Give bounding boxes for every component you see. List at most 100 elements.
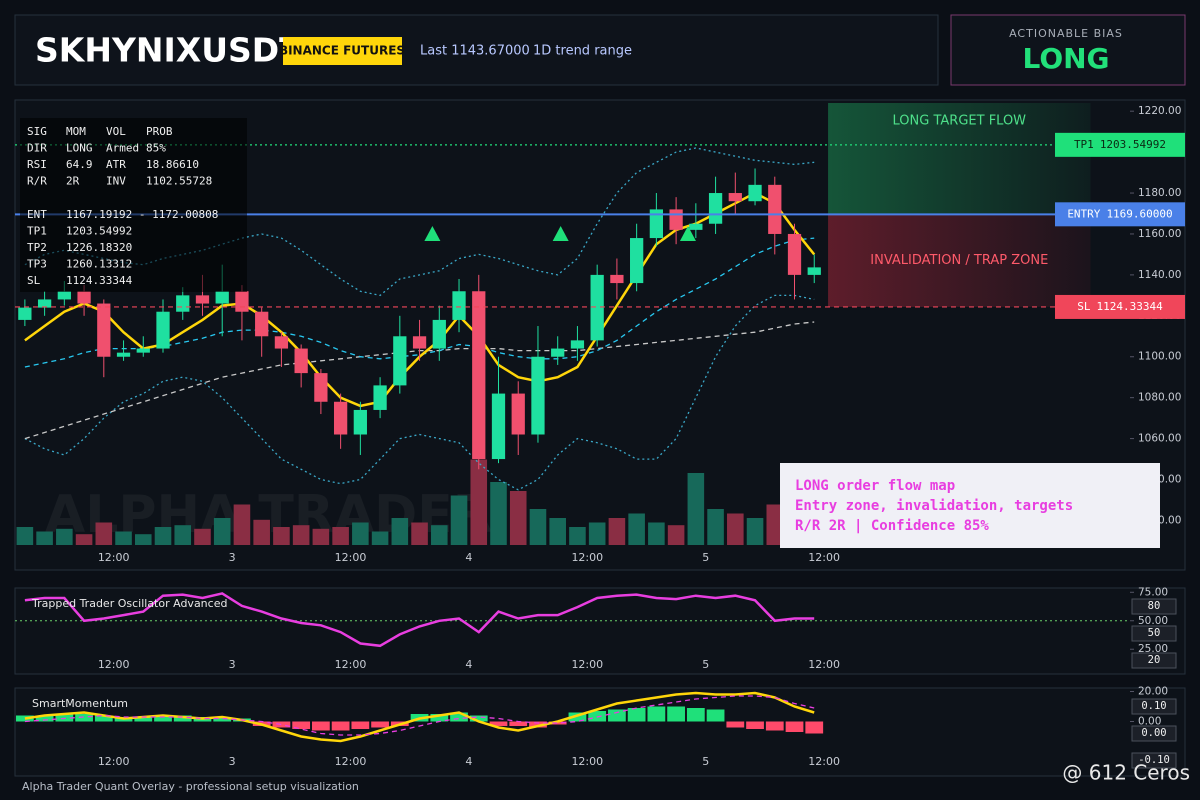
y-tick-label: 75.00 [1138, 586, 1168, 598]
candle-body [708, 193, 723, 224]
volume-bar [233, 504, 251, 545]
volume-bar [95, 522, 113, 545]
candle-body [807, 267, 821, 275]
signal-arrow [552, 225, 569, 241]
candle-body [491, 393, 506, 460]
x-tick-label: 5 [702, 551, 709, 564]
candle-body [373, 385, 387, 410]
momentum-bar [15, 715, 34, 722]
x-tick-label: 12:00 [571, 551, 603, 564]
volume-bar [549, 518, 566, 545]
y-tick-label: 1140.00 [1138, 269, 1181, 281]
info-box: SIG MOM VOL PROB DIR LONG Armed 85% RSI 64.9 ATR 18… [20, 118, 247, 292]
candle-body [294, 348, 308, 374]
volume-bar [667, 525, 685, 545]
momentum-bar [647, 706, 666, 722]
info-cell: 85% [146, 142, 166, 155]
momentum-bar [805, 721, 824, 734]
candle-body [570, 340, 585, 349]
candle-body [37, 299, 52, 308]
info-background [20, 118, 247, 292]
candle-body [116, 352, 131, 357]
candle-body [176, 295, 190, 312]
candle-body [333, 401, 348, 435]
momentum-bar [746, 721, 764, 729]
volume-bar [75, 534, 93, 545]
info-cell: 1102.55728 [146, 175, 212, 188]
value-badge [1131, 752, 1177, 769]
footer: Alpha Trader Quant Overlay - professiona… [22, 780, 359, 793]
volume-bar [450, 495, 468, 545]
candle-body [531, 356, 545, 435]
candle-body [689, 223, 703, 230]
info-cell: SL [27, 274, 41, 287]
zone-label: INVALIDATION / TRAP ZONE [870, 253, 1048, 268]
momentum-bar [35, 715, 54, 722]
volume-bar [352, 522, 369, 545]
y-tick-label: 1160.00 [1138, 228, 1181, 240]
info-cell: 1124.33344 [66, 274, 133, 287]
info-cell: Armed [106, 142, 139, 155]
info-cell: R/R [27, 175, 47, 188]
note-line: LONG order flow map [795, 478, 955, 494]
x-tick-label: 12:00 [808, 551, 840, 564]
value-badge [1131, 625, 1177, 642]
volume-bar [154, 527, 172, 545]
symbol: SKHYNIXUSDT [35, 31, 302, 70]
y-tick-label: 0.00 [1138, 716, 1161, 728]
candle-body [472, 291, 486, 460]
value-badge [1131, 652, 1177, 669]
x-tick-label: 5 [702, 658, 709, 671]
volume-bar [332, 527, 349, 545]
y-tick-label: 25.00 [1138, 643, 1168, 655]
signal-arrow [679, 225, 696, 241]
candle-body [215, 291, 229, 304]
level-value: 1203.54992 [1100, 138, 1166, 151]
momentum-bar [509, 721, 528, 726]
info-cell: RSI [27, 158, 47, 171]
candle-body [412, 336, 427, 349]
info-cell: ATR [106, 158, 126, 171]
value-badge-label: 50 [1148, 627, 1161, 639]
x-tick-label: 12:00 [335, 755, 367, 768]
level-label: SL 1124.33344 [1077, 300, 1163, 313]
momentum-bar [548, 721, 567, 725]
info-cell: VOL [106, 125, 126, 138]
candle-body [274, 336, 289, 349]
momentum-bar [272, 721, 291, 728]
candle-body [551, 348, 565, 357]
candle-body [748, 184, 762, 202]
volume-bar [371, 531, 389, 545]
info-cell: DIR [27, 142, 47, 155]
candle-body [669, 209, 683, 230]
momentum-bar [608, 709, 626, 722]
y-tick-label: 1060.00 [1138, 433, 1181, 445]
target-zone [828, 103, 1091, 215]
range: 1D trend range [533, 44, 632, 59]
value-badge-label: -0.10 [1138, 754, 1170, 766]
momentum-bar [213, 717, 232, 722]
info-cell: 1203.54992 [66, 225, 132, 238]
note-line: R/R 2R | Confidence 85% [795, 518, 989, 534]
x-tick-label: 12:00 [335, 551, 367, 564]
momentum-bar [173, 715, 192, 722]
value-badge-label: 0.00 [1141, 727, 1166, 739]
volume-bar [766, 504, 784, 545]
level-value: 1169.60000 [1106, 207, 1172, 220]
volume-bar [292, 525, 310, 545]
value-badge [1131, 598, 1177, 615]
volume-bar [588, 522, 606, 545]
momentum-bar [312, 721, 330, 731]
momentum-bar [627, 708, 646, 722]
value-badge-label: 20 [1148, 654, 1161, 666]
candle-body [511, 393, 525, 435]
volume-bar [134, 534, 152, 545]
info-cell: 2R [66, 175, 80, 188]
level-badge [1055, 132, 1185, 157]
panel-title: Trapped Trader Oscillator Advanced [31, 597, 227, 610]
candle-body [136, 348, 150, 353]
candle-body [649, 209, 664, 239]
info-cell: LONG [66, 142, 93, 155]
x-tick-label: 3 [229, 755, 236, 768]
exchange: BINANCE FUTURES [279, 44, 405, 58]
